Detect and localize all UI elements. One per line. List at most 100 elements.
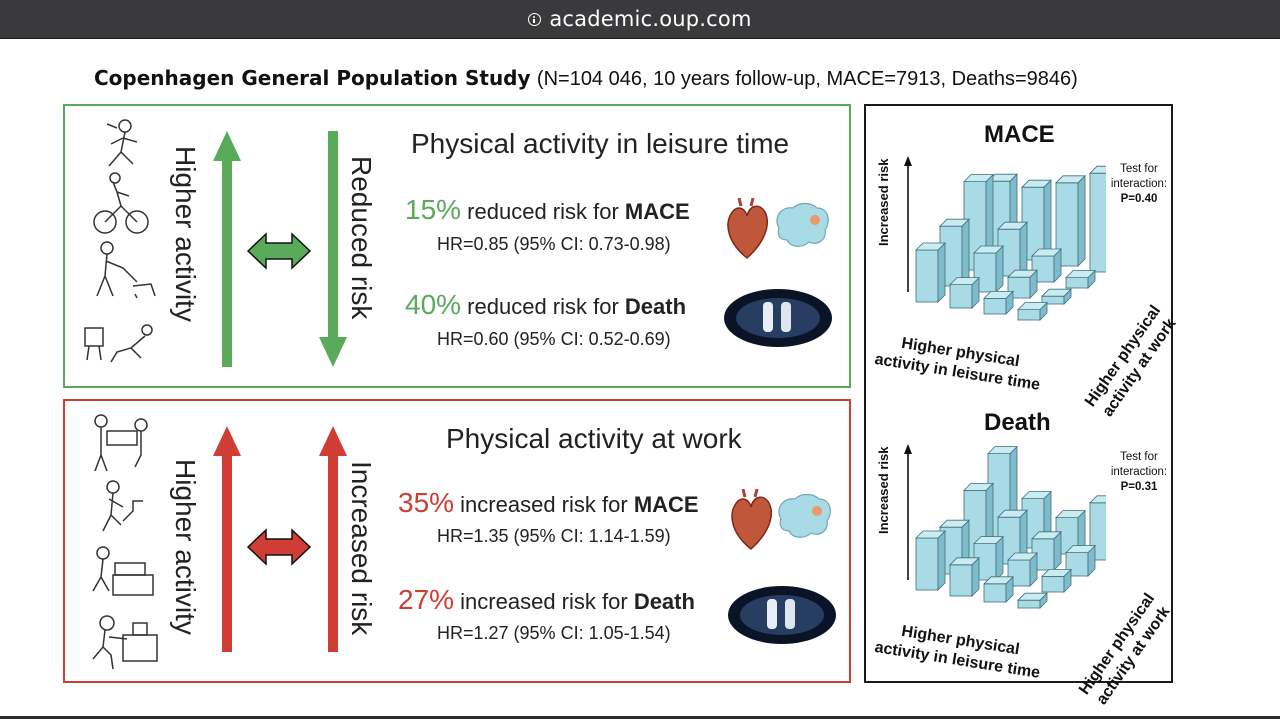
work-death-text: increased risk for bbox=[460, 589, 628, 614]
study-title-main: Copenhagen General Population Study bbox=[94, 66, 531, 90]
leisure-death-result: 40% reduced risk for Death bbox=[405, 289, 686, 321]
leisure-down-arrow-icon bbox=[319, 131, 347, 367]
mace-3d-bar-chart bbox=[904, 156, 1106, 321]
bottom-edge bbox=[0, 716, 1280, 719]
leisure-mace-pct: 15% bbox=[405, 194, 462, 225]
work-panel: Higher activity Increased risk Physical … bbox=[63, 399, 851, 683]
leisure-mace-result: 15% reduced risk for MACE bbox=[405, 194, 690, 226]
bar-1-0 bbox=[939, 218, 970, 287]
work-mace-result: 35% increased risk for MACE bbox=[398, 487, 699, 519]
work-risk-label: Increased risk bbox=[346, 461, 377, 636]
work-activity-label: Higher activity bbox=[170, 459, 201, 635]
work-activity-illustrations bbox=[92, 414, 158, 670]
running-person-icon bbox=[106, 119, 138, 167]
death-test-line1: Test for bbox=[1120, 451, 1158, 463]
leisure-mace-hr: HR=0.85 (95% CI: 0.73-0.98) bbox=[437, 234, 671, 254]
work-death-pct: 27% bbox=[398, 584, 455, 615]
figure-content: Copenhagen General Population Study (N=1… bbox=[0, 38, 1280, 716]
death-test-line2: interaction: bbox=[1110, 466, 1168, 478]
work-death-outcome: Death bbox=[633, 589, 695, 614]
brain-icon bbox=[776, 202, 829, 247]
study-title-sub: (N=104 046, 10 years follow-up, MACE=791… bbox=[536, 68, 1078, 90]
leisure-up-arrow-icon bbox=[213, 131, 241, 367]
bar-2-3 bbox=[1065, 269, 1096, 289]
bar-0-1 bbox=[949, 276, 980, 309]
mace-x-axis-label: Higher physical activity in leisure time bbox=[872, 330, 1046, 396]
tv-watching-person-icon bbox=[84, 324, 153, 363]
lifting-person-icon bbox=[94, 414, 148, 472]
leisure-panel: Higher activity Reduced risk Physical ac… bbox=[63, 104, 851, 388]
leisure-activity-illustrations bbox=[84, 119, 156, 363]
stairs-person-icon bbox=[102, 480, 143, 532]
death-3d-bar-chart bbox=[904, 444, 1106, 609]
browser-address-bar[interactable]: academic.oup.com bbox=[0, 0, 1280, 39]
cycling-person-icon bbox=[93, 172, 149, 234]
bar-0-3 bbox=[1017, 592, 1048, 609]
info-icon[interactable] bbox=[528, 12, 542, 26]
leisure-death-outcome: Death bbox=[624, 294, 687, 319]
work-mace-pct: 35% bbox=[398, 487, 455, 518]
mace-test-line2: interaction: bbox=[1110, 178, 1168, 190]
work-death-result: 27% increased risk for Death bbox=[398, 584, 695, 616]
leisure-double-arrow-icon bbox=[246, 232, 312, 270]
bar-0-2 bbox=[983, 290, 1014, 315]
death-x-axis-label: Higher physical activity in leisure time bbox=[872, 618, 1046, 684]
leisure-death-text: reduced risk for bbox=[467, 294, 619, 319]
work-heading: Physical activity at work bbox=[446, 423, 742, 454]
bar-1-3 bbox=[1041, 288, 1072, 305]
bar-2-3 bbox=[1065, 544, 1096, 577]
bar-3-2 bbox=[1055, 174, 1086, 267]
bar-2-1 bbox=[997, 509, 1028, 565]
death-y-axis-label: Increased risk bbox=[876, 446, 891, 534]
work-double-arrow-icon bbox=[246, 528, 312, 566]
death-p-value: P=0.31 bbox=[1120, 481, 1158, 493]
bar-1-1 bbox=[973, 245, 1004, 293]
leisure-activity-label: Higher activity bbox=[170, 146, 201, 322]
mace-y-axis-label: Increased risk bbox=[876, 158, 891, 246]
bar-1-3 bbox=[1041, 568, 1072, 593]
leisure-mace-outcome: MACE bbox=[624, 199, 690, 224]
mace-test-line1: Test for bbox=[1120, 163, 1158, 175]
work-mace-hr: HR=1.35 (95% CI: 1.14-1.59) bbox=[437, 526, 671, 546]
bar-2-2 bbox=[1031, 248, 1062, 283]
brain-icon bbox=[778, 493, 831, 538]
bar-0-3 bbox=[1017, 301, 1048, 321]
mace-p-value: P=0.40 bbox=[1120, 193, 1158, 205]
bar-2-1 bbox=[997, 221, 1028, 277]
bar-0-2 bbox=[983, 575, 1014, 603]
url-display[interactable]: academic.oup.com bbox=[528, 7, 751, 31]
desk-worker-person-icon bbox=[92, 615, 158, 670]
mace-chart-title: MACE bbox=[984, 121, 1055, 148]
work-death-hr: HR=1.27 (95% CI: 1.05-1.54) bbox=[437, 623, 671, 643]
heart-icon bbox=[727, 198, 768, 259]
bar-1-2 bbox=[1007, 552, 1038, 587]
dog-walking-person-icon bbox=[96, 241, 156, 299]
leisure-death-hr: HR=0.60 (95% CI: 0.52-0.69) bbox=[437, 329, 671, 349]
death-feet-icon bbox=[724, 289, 832, 347]
bar-2-2 bbox=[1031, 530, 1062, 571]
bar-1-2 bbox=[1007, 269, 1038, 299]
bar-3-1 bbox=[1021, 179, 1052, 261]
leisure-risk-label: Reduced risk bbox=[346, 156, 377, 320]
bar-0-0 bbox=[915, 242, 946, 303]
interaction-charts-panel: MACE Test for interaction: P=0.40 Increa… bbox=[864, 104, 1180, 708]
leisure-death-pct: 40% bbox=[405, 289, 462, 320]
leisure-heading: Physical activity in leisure time bbox=[411, 128, 790, 159]
bar-3-3 bbox=[1089, 165, 1106, 273]
study-title: Copenhagen General Population Study (N=1… bbox=[94, 66, 1078, 91]
shop-worker-person-icon bbox=[92, 546, 154, 596]
bar-0-0 bbox=[915, 530, 946, 591]
mace-test-label: Test for interaction: P=0.40 bbox=[1099, 162, 1179, 207]
leisure-mace-text: reduced risk for bbox=[467, 199, 619, 224]
work-mace-outcome: MACE bbox=[633, 492, 699, 517]
work-mace-text: increased risk for bbox=[460, 492, 628, 517]
url-text: academic.oup.com bbox=[549, 7, 752, 31]
death-chart-title: Death bbox=[984, 409, 1051, 436]
death-test-label: Test for interaction: P=0.31 bbox=[1099, 450, 1179, 495]
death-feet-icon bbox=[728, 586, 836, 644]
bar-3-2 bbox=[1055, 509, 1086, 555]
bar-1-1 bbox=[973, 535, 1004, 581]
work-risk-up-arrow-icon bbox=[319, 426, 347, 652]
heart-icon bbox=[731, 489, 772, 550]
work-up-arrow-icon bbox=[213, 426, 241, 652]
